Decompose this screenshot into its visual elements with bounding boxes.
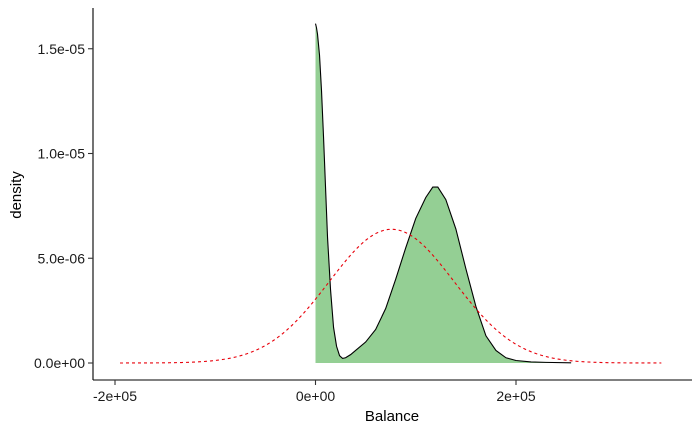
y-axis-title: density <box>8 171 25 219</box>
y-tick-label: 1.0e-05 <box>38 146 86 162</box>
axes: -2e+05 0e+00 2e+05 0.0e+00 5.0e-06 1.0e-05 1.5… <box>34 8 692 404</box>
x-tick-label: -2e+05 <box>93 388 137 404</box>
density-curve-line <box>314 23 572 364</box>
y-tick-label: 1.5e-05 <box>38 41 86 57</box>
y-tick-label: 5.0e-06 <box>38 250 86 266</box>
y-tick-label: 0.0e+00 <box>34 355 85 371</box>
normal-curve-line <box>120 228 662 364</box>
plot-area <box>120 23 662 364</box>
x-axis-title: Balance <box>365 408 419 425</box>
density-area-fill <box>315 23 572 364</box>
x-tick-label: 0e+00 <box>296 388 336 404</box>
x-tick-label: 2e+05 <box>496 388 536 404</box>
